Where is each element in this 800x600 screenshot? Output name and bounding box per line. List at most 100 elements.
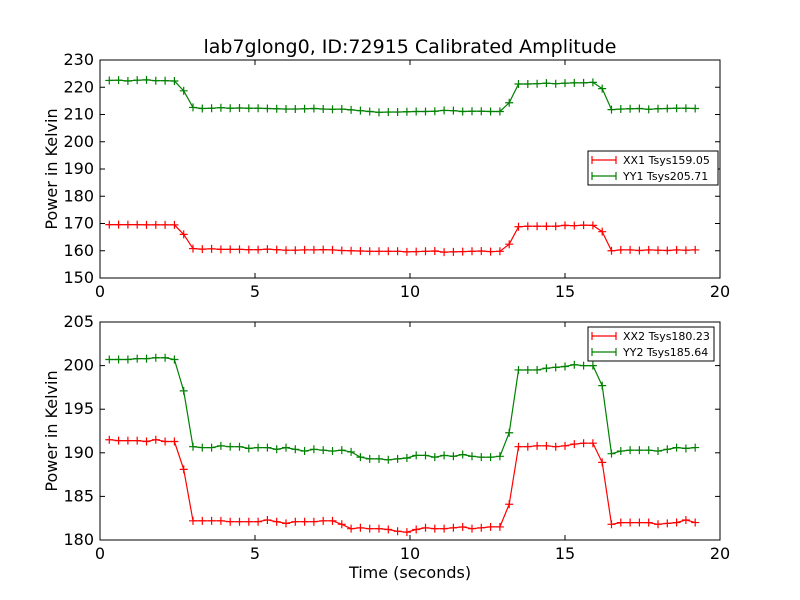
data-point <box>514 442 523 451</box>
data-point <box>542 222 551 231</box>
data-point <box>123 436 132 445</box>
y-tick-label: 230 <box>63 50 94 69</box>
data-point <box>495 247 504 256</box>
legend-label: XX2 Tsys180.23 <box>623 330 710 343</box>
data-point <box>337 446 346 455</box>
data-point <box>133 436 142 445</box>
data-point <box>421 523 430 532</box>
y-tick-label: 180 <box>63 530 94 549</box>
data-point <box>681 444 690 453</box>
data-point <box>375 454 383 463</box>
data-point <box>672 245 681 254</box>
data-point <box>263 443 272 452</box>
data-point <box>607 246 616 255</box>
data-point <box>505 428 514 437</box>
data-point <box>151 353 160 362</box>
data-point <box>691 245 700 254</box>
x-tick-label: 5 <box>250 282 260 301</box>
data-point <box>244 444 253 453</box>
data-point <box>328 245 337 254</box>
data-point <box>681 246 690 255</box>
data-point <box>551 363 560 372</box>
data-point <box>486 522 495 531</box>
data-point <box>337 246 346 255</box>
data-point <box>495 522 504 531</box>
data-point <box>244 517 253 526</box>
data-point <box>514 365 523 374</box>
data-point <box>207 104 216 113</box>
data-point <box>123 76 132 85</box>
data-point <box>254 443 263 452</box>
y-tick-label: 190 <box>63 159 94 178</box>
data-point <box>207 443 216 452</box>
data-point <box>254 245 263 254</box>
y-axis-label: Power in Kelvin <box>42 108 61 229</box>
legend-label: XX1 Tsys159.05 <box>623 154 710 167</box>
data-point <box>365 524 374 533</box>
data-point <box>635 246 644 255</box>
data-point <box>365 454 374 463</box>
data-point <box>402 528 411 537</box>
data-point <box>440 451 449 460</box>
data-point <box>570 78 579 87</box>
data-point <box>579 361 588 370</box>
legend: XX1 Tsys159.05 YY1 Tsys205.71 <box>587 150 719 186</box>
data-point <box>440 106 449 115</box>
data-point <box>198 516 207 525</box>
x-tick-label: 15 <box>555 544 575 563</box>
data-point <box>458 247 467 256</box>
data-point <box>319 446 328 455</box>
data-point <box>588 361 597 370</box>
data-point <box>477 523 486 532</box>
data-point <box>468 247 476 256</box>
x-tick-label: 15 <box>555 282 575 301</box>
x-tick-label: 20 <box>710 282 730 301</box>
chart-title: lab7glong0, ID:72915 Calibrated Amplitud… <box>203 36 616 58</box>
data-point <box>291 105 300 114</box>
data-point <box>654 447 662 456</box>
data-point <box>421 247 430 256</box>
data-point <box>393 454 402 463</box>
data-point <box>468 107 476 116</box>
data-point <box>458 107 467 116</box>
data-point <box>598 381 607 390</box>
series-2 <box>105 75 700 117</box>
data-point <box>644 105 653 114</box>
data-point <box>347 105 356 114</box>
data-point <box>514 79 523 88</box>
data-point <box>635 104 644 113</box>
data-point <box>561 221 569 230</box>
data-point <box>309 104 318 113</box>
x-axis-label: Time (seconds) <box>348 563 471 582</box>
data-point <box>300 447 309 456</box>
data-point <box>133 220 142 229</box>
data-point <box>272 245 281 254</box>
data-point <box>449 523 458 532</box>
data-point <box>384 247 393 256</box>
data-point <box>272 445 281 454</box>
data-point <box>189 516 197 525</box>
data-point <box>523 222 532 231</box>
y-tick-label: 200 <box>63 356 94 375</box>
data-point <box>170 437 179 446</box>
data-point <box>282 519 290 528</box>
data-point <box>477 247 486 256</box>
data-point <box>616 447 625 456</box>
data-point <box>151 435 160 444</box>
data-point <box>244 104 253 113</box>
data-point <box>551 442 560 451</box>
data-point <box>514 222 523 231</box>
data-point <box>328 105 337 114</box>
data-point <box>393 108 402 117</box>
data-point <box>588 439 597 448</box>
data-point <box>170 76 179 85</box>
data-point <box>561 79 569 88</box>
series-line <box>109 439 696 533</box>
data-point <box>533 79 542 88</box>
data-point <box>291 246 300 255</box>
data-point <box>170 355 179 364</box>
y-tick-label: 180 <box>63 186 94 205</box>
data-point <box>114 76 123 85</box>
y-tick-label: 210 <box>63 105 94 124</box>
data-point <box>561 441 569 450</box>
